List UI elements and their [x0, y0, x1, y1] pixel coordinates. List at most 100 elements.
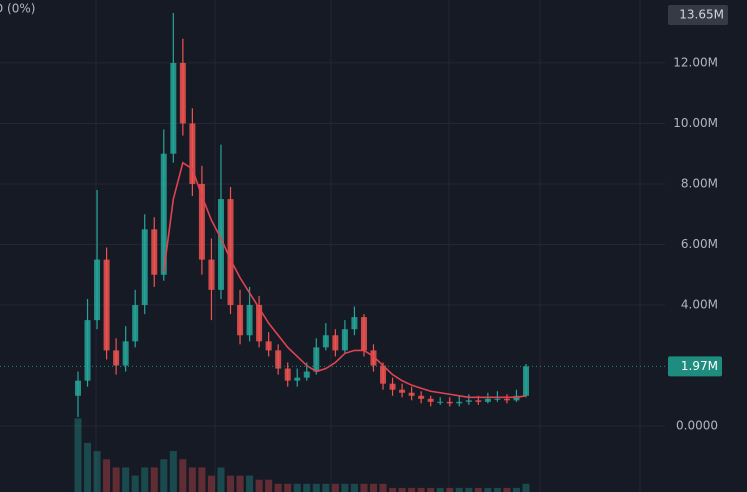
volume-bar — [293, 483, 301, 492]
moving-average — [162, 161, 527, 399]
candle-body — [523, 366, 529, 396]
volume-bar — [84, 442, 92, 492]
volume-bar — [274, 483, 282, 492]
candle-body — [427, 398, 434, 402]
candle-body — [446, 401, 453, 404]
volume-bar — [141, 467, 149, 492]
volume-bar — [484, 487, 492, 492]
candle-body — [246, 305, 253, 336]
volume-bar — [131, 475, 139, 492]
volume-bar — [522, 483, 530, 492]
candle-body — [227, 199, 234, 306]
candle-body — [351, 317, 358, 330]
candle-body — [370, 350, 377, 366]
candle-body — [103, 259, 110, 351]
volume-bar — [455, 487, 463, 492]
candle-body — [294, 377, 301, 381]
volume-bar — [427, 487, 435, 492]
volume-bar — [265, 479, 273, 492]
candle-body — [332, 335, 339, 351]
candle-body — [484, 398, 491, 402]
volume-bar — [331, 483, 339, 492]
candle-body — [399, 389, 406, 393]
last-price-label: 1.97M — [681, 359, 718, 373]
volume-bar — [236, 475, 244, 492]
candle-body — [313, 347, 320, 372]
volume-bar — [408, 487, 416, 492]
volume-bar — [217, 467, 225, 492]
candle-body — [275, 350, 282, 369]
volume-bar — [160, 459, 168, 492]
volume-bar — [341, 483, 349, 492]
candle-body — [465, 400, 472, 402]
volume-bar — [350, 483, 358, 492]
volume-bar — [74, 418, 82, 492]
candle-body — [189, 123, 196, 184]
candle-body — [217, 199, 224, 290]
candle-body — [322, 335, 329, 348]
volume-bar — [398, 487, 406, 492]
candle-body — [132, 305, 139, 342]
y-tick-label: 4.00M — [681, 298, 718, 312]
volume-bar — [169, 451, 177, 492]
volume-bar — [246, 475, 254, 492]
volume-bar — [446, 487, 454, 492]
volume-bar — [436, 487, 444, 492]
y-tick-label: 6.00M — [681, 237, 718, 251]
last-price-tag — [668, 356, 722, 377]
candle-body — [475, 400, 482, 402]
volume-bar — [360, 483, 368, 492]
time-grid — [95, 0, 641, 492]
candle-body — [494, 398, 501, 400]
y-tick-label: 0.0000 — [676, 419, 718, 433]
candle-body — [198, 183, 205, 260]
volume-bar — [112, 467, 120, 492]
high-price-tag — [668, 5, 728, 25]
volume-bar — [122, 467, 130, 492]
candle-body — [94, 259, 101, 321]
candle-body — [418, 395, 425, 399]
candle-body — [75, 380, 81, 396]
volume-bar — [255, 479, 263, 492]
candle-body — [179, 62, 186, 124]
y-tick-label: 12.00M — [673, 55, 718, 69]
volume-bar — [93, 451, 101, 492]
volume-bar — [322, 483, 330, 492]
volume-bar — [369, 483, 377, 492]
candle-body — [237, 305, 244, 336]
legend-text: D (0%) — [0, 2, 35, 16]
candle-body — [341, 329, 348, 351]
volume-bar — [179, 459, 187, 492]
candle-body — [380, 365, 387, 384]
candle-body — [84, 320, 91, 381]
volume-bar — [503, 487, 511, 492]
volume-bar — [188, 467, 196, 492]
volume-bar — [150, 467, 158, 492]
candle-body — [303, 371, 310, 378]
volume-bar — [465, 487, 473, 492]
volume-bar — [493, 487, 501, 492]
volume-bar — [198, 467, 206, 492]
candle-body — [265, 341, 272, 351]
y-tick-label: 8.00M — [681, 176, 718, 190]
candle-body — [408, 392, 415, 396]
candle-body — [284, 368, 291, 381]
volume-bar — [389, 487, 397, 492]
candle-body — [256, 305, 263, 342]
candle-body — [113, 350, 120, 366]
candle-body — [503, 398, 510, 401]
candle-body — [151, 229, 158, 275]
volume-bar — [417, 487, 425, 492]
volume-bar — [379, 483, 387, 492]
candle-body — [122, 341, 129, 366]
candle-body — [170, 62, 177, 154]
high-price-label: 13.65M — [679, 8, 724, 22]
candle-body — [389, 383, 396, 390]
volume-bar — [312, 483, 320, 492]
volume-bar — [474, 487, 482, 492]
volume-bar — [103, 459, 111, 492]
candle-body — [360, 317, 367, 351]
